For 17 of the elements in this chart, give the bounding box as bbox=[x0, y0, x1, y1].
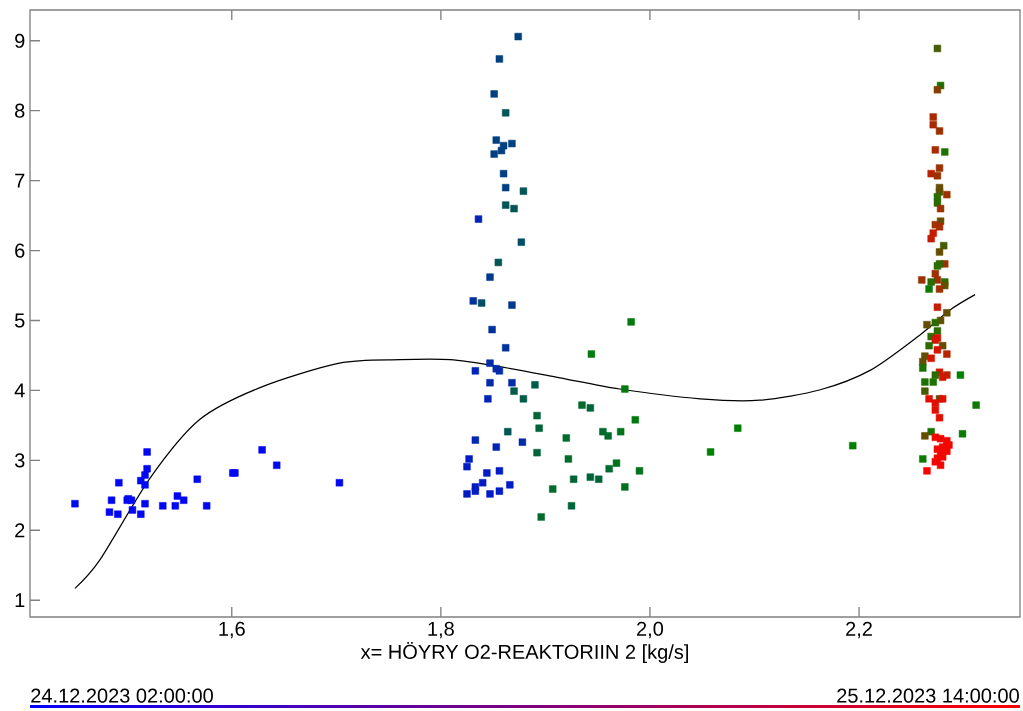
y-tick-label: 1 bbox=[15, 593, 25, 608]
y-tick-label: 2 bbox=[15, 523, 25, 538]
y-tick-label: 4 bbox=[14, 383, 25, 398]
x-tick-label: 2,0 bbox=[637, 621, 664, 639]
y-tick-label: 7 bbox=[15, 173, 25, 188]
x-axis-title: x= HÖYRY O2-REAKTORIIN 2 [kg/s] bbox=[360, 642, 688, 663]
line-series bbox=[74, 294, 976, 589]
y-tick-label: 9 bbox=[15, 33, 25, 48]
y-tick-label: 3 bbox=[14, 453, 25, 468]
text: 24.12.2023 02:00:00 bbox=[31, 688, 213, 703]
y-tick-label: 8 bbox=[15, 103, 25, 118]
x-tick-label: 1,6 bbox=[219, 621, 245, 639]
y-tick-label: 6 bbox=[15, 243, 25, 258]
y-tick-label: 5 bbox=[14, 313, 25, 328]
x-tick-label: 1,8 bbox=[428, 621, 454, 639]
text: 25.12.2023 14:00:00 bbox=[837, 688, 1019, 703]
x-tick-label: 2,2 bbox=[846, 621, 872, 639]
